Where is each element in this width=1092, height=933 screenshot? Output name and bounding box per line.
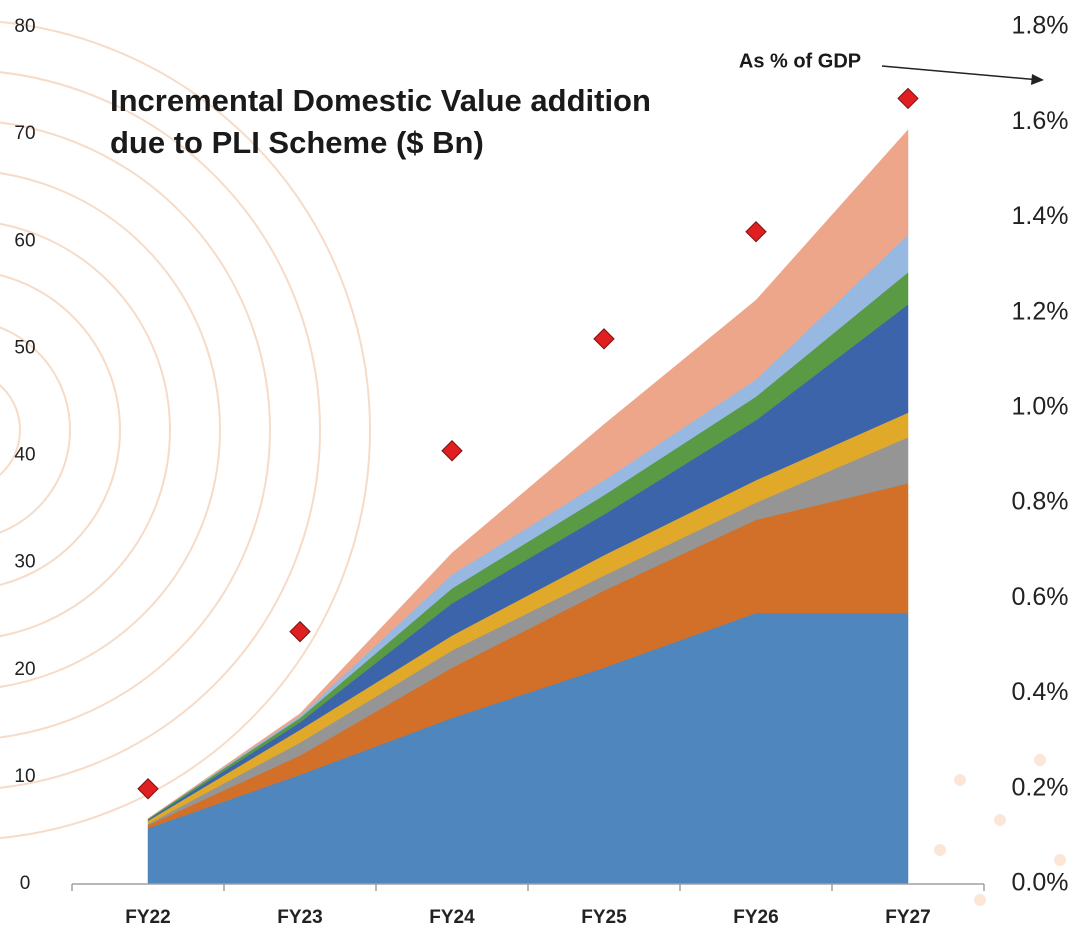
y-tick-label: 30: [14, 552, 35, 573]
diamond-marker: [289, 620, 311, 643]
background-rings: [0, 21, 371, 839]
diamond-marker: [897, 87, 919, 110]
diamond-marker: [137, 778, 159, 800]
arrow-head: [1031, 74, 1044, 85]
chart-title: Incremental Domestic Value addition due …: [110, 83, 651, 160]
y-tick-label: 20: [14, 659, 35, 680]
x-tick-label: FY26: [733, 907, 778, 928]
y2-tick-label: 1.0%: [1012, 392, 1069, 420]
y-tick-label: 60: [14, 230, 35, 251]
y2-tick-label: 0.4%: [1012, 678, 1069, 706]
y2-tick-label: 0.2%: [1012, 773, 1069, 801]
y-tick-label: 0: [20, 873, 31, 894]
diamond-marker: [593, 328, 615, 350]
area: [147, 129, 909, 819]
y-tick-label: 10: [14, 766, 35, 787]
diamond-marker: [441, 440, 463, 462]
plot: [137, 87, 919, 885]
y2-tick-label: 0.0%: [1012, 869, 1069, 897]
y-tick-label: 40: [14, 445, 35, 466]
y-tick-label: 80: [14, 16, 35, 37]
diamond-marker: [745, 221, 767, 243]
y2-tick-label: 1.4%: [1012, 202, 1069, 230]
y-tick-label: 50: [14, 337, 35, 358]
y2-tick-label: 1.6%: [1012, 107, 1069, 135]
y-tick-label: 70: [14, 123, 35, 144]
x-tick-label: FY23: [277, 907, 322, 928]
background-dots: [934, 754, 1066, 906]
x-tick-label: FY24: [429, 907, 475, 928]
y2-tick-label: 0.6%: [1012, 583, 1069, 611]
y2-tick-label: 0.8%: [1012, 488, 1069, 516]
x-tick-label: FY25: [581, 907, 627, 928]
annotation-arrow: [881, 65, 1041, 81]
y2-tick-label: 1.8%: [1012, 12, 1069, 40]
x-tick-label: FY27: [885, 907, 930, 928]
annotation: As % of GDP: [739, 50, 861, 72]
x-tick-label: FY22: [125, 907, 170, 928]
y2-tick-label: 1.2%: [1012, 297, 1069, 325]
